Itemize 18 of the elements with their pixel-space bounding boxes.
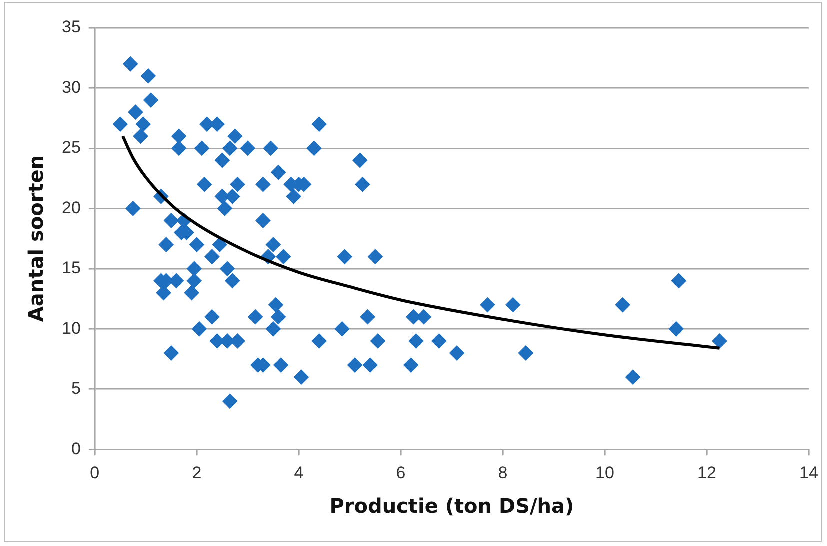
x-tick-label: 12: [698, 463, 716, 482]
y-tick-label: 35: [62, 18, 81, 37]
x-tick-label: 4: [294, 463, 304, 482]
y-tick-label: 30: [62, 78, 81, 97]
y-tick-label: 5: [71, 379, 81, 398]
x-tick-label: 10: [596, 463, 614, 482]
y-axis-title: Aantal soorten: [24, 155, 48, 322]
x-tick-label: 2: [192, 463, 202, 482]
y-tick-label: 10: [62, 318, 81, 338]
x-tick-label: 6: [396, 463, 406, 482]
x-tick-label: 0: [90, 463, 100, 482]
y-tick-label: 20: [62, 198, 81, 218]
y-tick-label: 25: [62, 138, 81, 158]
y-tick-label: 15: [62, 258, 81, 278]
x-tick-label: 8: [498, 463, 508, 482]
y-tick-label: 0: [71, 439, 81, 458]
x-tick-label: 14: [800, 463, 818, 482]
x-axis-title: Productie (ton DS/ha): [330, 494, 574, 518]
